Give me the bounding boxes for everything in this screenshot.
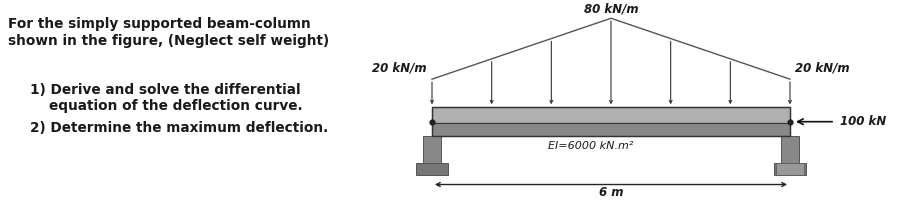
Bar — [781, 136, 799, 163]
Bar — [432, 107, 790, 123]
Text: 2) Determine the maximum deflection.: 2) Determine the maximum deflection. — [30, 121, 329, 135]
Bar — [774, 163, 806, 175]
Text: 20 kN/m: 20 kN/m — [795, 61, 850, 74]
Text: 6 m: 6 m — [598, 186, 623, 199]
Bar — [432, 123, 790, 136]
Text: EI=6000 kN.m²: EI=6000 kN.m² — [548, 141, 634, 151]
Bar — [432, 107, 790, 136]
Bar — [423, 136, 441, 163]
Text: shown in the figure, (Neglect self weight): shown in the figure, (Neglect self weigh… — [8, 34, 329, 48]
Text: 100 kN: 100 kN — [840, 115, 886, 128]
Bar — [776, 163, 804, 175]
Text: For the simply supported beam-column: For the simply supported beam-column — [8, 17, 311, 31]
Bar — [416, 163, 448, 175]
Text: 1) Derive and solve the differential: 1) Derive and solve the differential — [30, 83, 301, 97]
Text: 20 kN/m: 20 kN/m — [372, 61, 427, 74]
Text: 80 kN/m: 80 kN/m — [584, 2, 638, 15]
Text: equation of the deflection curve.: equation of the deflection curve. — [30, 99, 302, 114]
